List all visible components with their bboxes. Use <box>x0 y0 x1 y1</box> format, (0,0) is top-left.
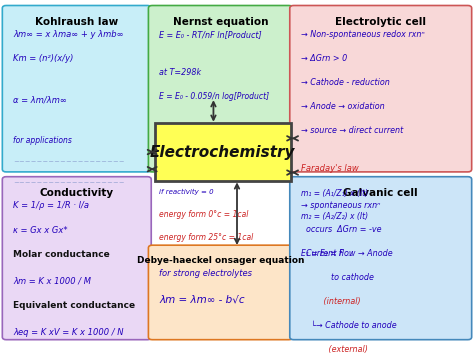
Text: Faraday's law: Faraday's law <box>301 164 358 173</box>
Text: Debye-haeckel onsager equation: Debye-haeckel onsager equation <box>137 256 304 266</box>
Text: Conductivity: Conductivity <box>40 188 114 198</box>
Text: Galvanic cell: Galvanic cell <box>343 188 418 198</box>
FancyBboxPatch shape <box>290 5 472 172</box>
Text: → source → direct current: → source → direct current <box>301 126 403 135</box>
Text: Electrochemistry: Electrochemistry <box>150 144 296 159</box>
Text: energy form 25°c = 1cal: energy form 25°c = 1cal <box>159 233 254 242</box>
FancyBboxPatch shape <box>290 177 472 340</box>
Text: E = E₀ - RT/nF ln[Product]: E = E₀ - RT/nF ln[Product] <box>159 30 262 39</box>
FancyBboxPatch shape <box>148 245 292 340</box>
Text: λm = λm∞ - b√c: λm = λm∞ - b√c <box>159 294 245 304</box>
Text: └→ Cathode to anode: └→ Cathode to anode <box>301 321 396 330</box>
Text: (internal): (internal) <box>301 297 360 306</box>
Text: ~~~~~~~~~~~~~~~~~~~: ~~~~~~~~~~~~~~~~~~~ <box>13 180 125 186</box>
Text: occurs  ΔGrn = -ve: occurs ΔGrn = -ve <box>301 225 381 234</box>
Text: Km = (n²)(x/y): Km = (n²)(x/y) <box>13 54 73 64</box>
FancyBboxPatch shape <box>148 5 292 172</box>
Text: to cathode: to cathode <box>301 273 374 282</box>
Text: (external): (external) <box>301 345 367 354</box>
Text: ~~~~~~~~~~~~~~~~~~~: ~~~~~~~~~~~~~~~~~~~ <box>13 159 125 165</box>
Text: at T=298k: at T=298k <box>159 68 201 77</box>
Text: → Non-spontaneous redox rxnⁿ: → Non-spontaneous redox rxnⁿ <box>301 30 424 39</box>
Text: Equivalent conductance: Equivalent conductance <box>13 301 135 310</box>
Text: λm∞ = x λma∞ + y λmb∞: λm∞ = x λma∞ + y λmb∞ <box>13 30 124 39</box>
Text: λeq = K xV = K x 1000 / N: λeq = K xV = K x 1000 / N <box>13 328 124 337</box>
Text: for strong electrolytes: for strong electrolytes <box>159 269 252 278</box>
Text: for applications: for applications <box>13 136 72 145</box>
Text: ~~~~~~~~~~~~~~~~~~~: ~~~~~~~~~~~~~~~~~~~ <box>159 153 271 159</box>
FancyBboxPatch shape <box>155 123 291 181</box>
Text: Kohlraush law: Kohlraush law <box>35 17 118 27</box>
Text: → spontaneous rxnⁿ: → spontaneous rxnⁿ <box>301 201 380 210</box>
Text: if reactivity = 0: if reactivity = 0 <box>159 130 221 138</box>
Text: energy form 0°c = 1cal: energy form 0°c = 1cal <box>159 210 249 219</box>
Text: E₁ = E₂ = F ...: E₁ = E₂ = F ... <box>301 249 353 258</box>
Text: Current flow → Anode: Current flow → Anode <box>301 249 392 258</box>
Text: Molar conductance: Molar conductance <box>13 250 110 259</box>
Text: → Cathode - reduction: → Cathode - reduction <box>301 78 390 87</box>
Text: m₁ = (A₁/Z₁) x (It): m₁ = (A₁/Z₁) x (It) <box>301 189 368 198</box>
Text: K = 1/ρ = 1/R · l/a: K = 1/ρ = 1/R · l/a <box>13 201 89 210</box>
Text: Electrolytic cell: Electrolytic cell <box>335 17 426 27</box>
FancyBboxPatch shape <box>2 5 151 172</box>
Text: → ΔGrn > 0: → ΔGrn > 0 <box>301 54 347 63</box>
Text: → Anode → oxidation: → Anode → oxidation <box>301 102 384 111</box>
FancyBboxPatch shape <box>2 177 151 340</box>
Text: m₂ = (A₂/Z₂) x (It): m₂ = (A₂/Z₂) x (It) <box>301 212 368 220</box>
Text: Nernst equation: Nernst equation <box>173 17 268 27</box>
Text: α = λm/λm∞: α = λm/λm∞ <box>13 95 67 104</box>
Text: κ = Gx x Gx*: κ = Gx x Gx* <box>13 226 68 235</box>
Text: E = E₀ - 0.059/n log[Product]: E = E₀ - 0.059/n log[Product] <box>159 92 269 101</box>
Text: λm = K x 1000 / M: λm = K x 1000 / M <box>13 277 91 286</box>
Text: if reactivity = 0: if reactivity = 0 <box>159 189 214 195</box>
